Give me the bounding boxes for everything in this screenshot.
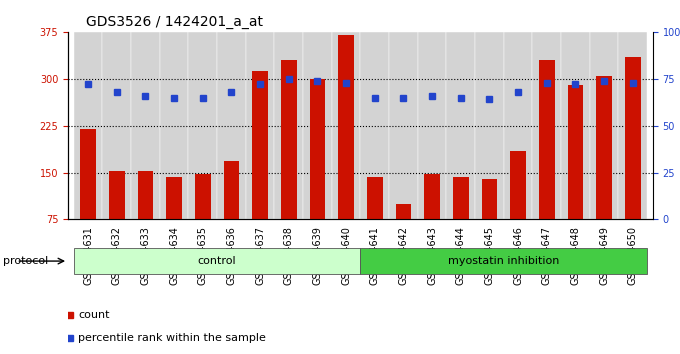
Bar	[338, 35, 354, 266]
Text: protocol: protocol	[3, 256, 49, 266]
Bar	[281, 60, 296, 266]
FancyBboxPatch shape	[131, 32, 160, 219]
Bar	[568, 85, 583, 266]
Bar	[109, 171, 124, 266]
Text: myostatin inhibition: myostatin inhibition	[448, 256, 560, 266]
FancyBboxPatch shape	[332, 32, 360, 219]
FancyBboxPatch shape	[217, 32, 245, 219]
Bar	[80, 129, 96, 266]
FancyBboxPatch shape	[618, 32, 647, 219]
FancyBboxPatch shape	[561, 32, 590, 219]
Text: percentile rank within the sample: percentile rank within the sample	[78, 333, 266, 343]
FancyBboxPatch shape	[245, 32, 275, 219]
Bar	[166, 177, 182, 266]
Bar	[424, 175, 440, 266]
Bar	[137, 171, 153, 266]
FancyBboxPatch shape	[532, 32, 561, 219]
FancyBboxPatch shape	[446, 32, 475, 219]
Bar	[195, 175, 211, 266]
Bar	[367, 177, 383, 266]
FancyBboxPatch shape	[475, 32, 504, 219]
FancyBboxPatch shape	[160, 32, 188, 219]
FancyBboxPatch shape	[188, 32, 217, 219]
FancyBboxPatch shape	[303, 32, 332, 219]
Bar	[625, 57, 641, 266]
FancyBboxPatch shape	[389, 32, 418, 219]
FancyBboxPatch shape	[103, 32, 131, 219]
FancyBboxPatch shape	[275, 32, 303, 219]
Bar	[510, 151, 526, 266]
Bar	[396, 204, 411, 266]
Bar	[73, 248, 360, 274]
Bar	[360, 248, 647, 274]
FancyBboxPatch shape	[590, 32, 618, 219]
FancyBboxPatch shape	[504, 32, 532, 219]
Bar	[224, 161, 239, 266]
Bar	[252, 71, 268, 266]
Text: count: count	[78, 310, 109, 320]
Bar	[596, 76, 612, 266]
FancyBboxPatch shape	[73, 32, 103, 219]
FancyBboxPatch shape	[418, 32, 446, 219]
FancyBboxPatch shape	[360, 32, 389, 219]
Text: GDS3526 / 1424201_a_at: GDS3526 / 1424201_a_at	[86, 16, 262, 29]
Text: control: control	[198, 256, 237, 266]
Bar	[309, 79, 325, 266]
Bar	[539, 60, 555, 266]
Bar	[453, 177, 469, 266]
Bar	[481, 179, 497, 266]
